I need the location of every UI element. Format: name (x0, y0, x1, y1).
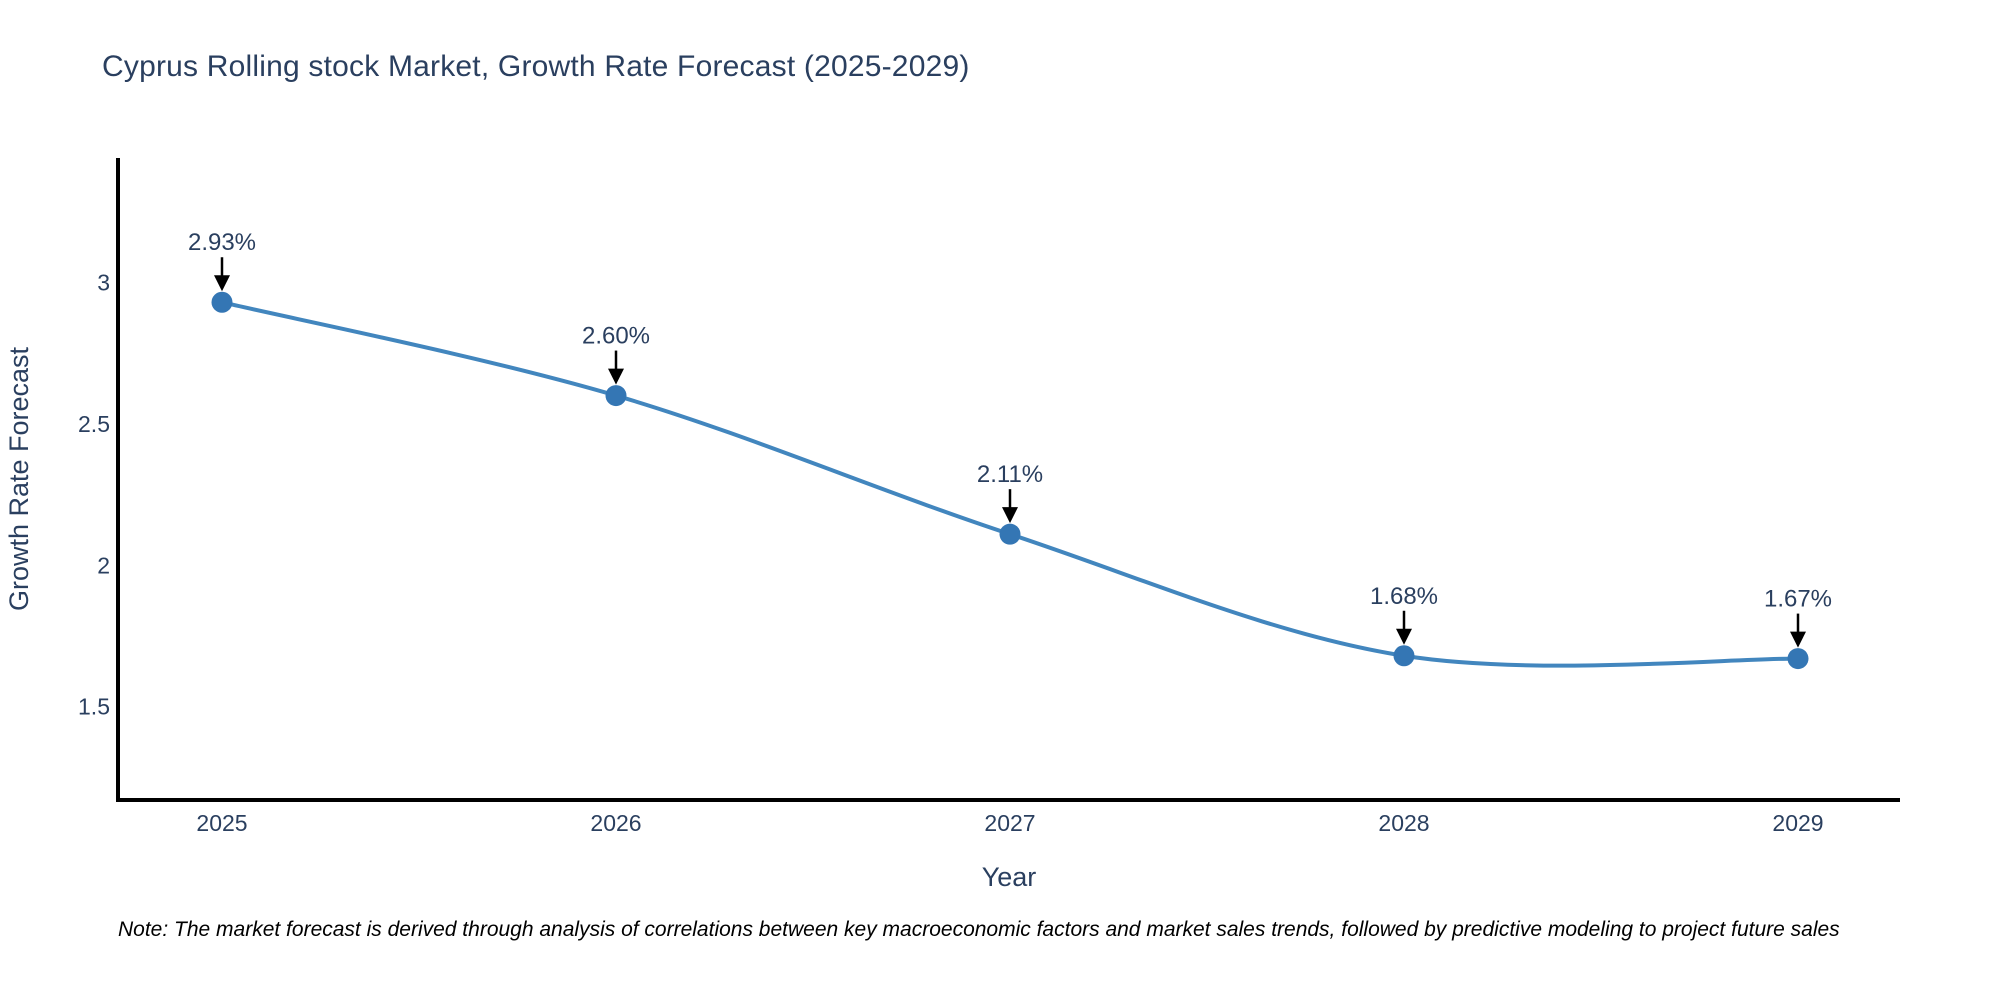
data-point-marker[interactable] (605, 385, 627, 407)
annotation-arrowhead (1002, 507, 1018, 524)
annotation-arrowhead (608, 368, 624, 385)
data-point-marker[interactable] (1393, 645, 1415, 667)
annotation-arrowhead (1396, 628, 1412, 645)
x-axis-title: Year (982, 862, 1037, 892)
annotation-label: 2.60% (582, 323, 650, 350)
annotation-label: 2.11% (977, 461, 1043, 488)
annotation-label: 1.68% (1370, 583, 1438, 610)
data-point-marker[interactable] (211, 291, 233, 313)
y-tick-label: 2 (97, 552, 110, 578)
annotation-label: 1.67% (1764, 586, 1832, 613)
data-point-marker[interactable] (1787, 648, 1809, 670)
x-tick-label: 2028 (1378, 810, 1429, 836)
x-tick-label: 2025 (196, 810, 247, 836)
annotation-arrowhead (1790, 631, 1806, 648)
chart-title: Cyprus Rolling stock Market, Growth Rate… (102, 50, 970, 83)
y-axis-title: Growth Rate Forecast (4, 346, 34, 611)
footnote: Note: The market forecast is derived thr… (118, 918, 1840, 941)
annotation-arrowhead (214, 275, 230, 292)
x-tick-label: 2026 (590, 810, 641, 836)
y-tick-label: 2.5 (78, 411, 110, 437)
data-point-marker[interactable] (999, 523, 1021, 545)
x-tick-label: 2027 (984, 810, 1035, 836)
annotation-label: 2.93% (188, 229, 256, 256)
y-tick-label: 1.5 (78, 694, 110, 720)
x-tick-label: 2029 (1772, 810, 1823, 836)
y-tick-label: 3 (97, 269, 110, 295)
